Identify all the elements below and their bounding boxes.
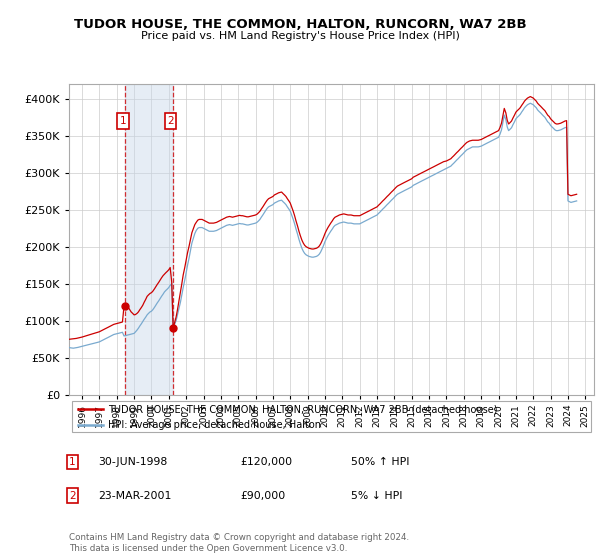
- Text: 23-MAR-2001: 23-MAR-2001: [98, 491, 171, 501]
- Text: £120,000: £120,000: [240, 457, 292, 467]
- Text: TUDOR HOUSE, THE COMMON, HALTON, RUNCORN, WA7 2BB (detached house): TUDOR HOUSE, THE COMMON, HALTON, RUNCORN…: [109, 404, 498, 414]
- Text: TUDOR HOUSE, THE COMMON, HALTON, RUNCORN, WA7 2BB: TUDOR HOUSE, THE COMMON, HALTON, RUNCORN…: [74, 18, 526, 31]
- Text: 30-JUN-1998: 30-JUN-1998: [98, 457, 167, 467]
- Text: Price paid vs. HM Land Registry's House Price Index (HPI): Price paid vs. HM Land Registry's House …: [140, 31, 460, 41]
- Bar: [125, 84, 173, 395]
- Text: 50% ↑ HPI: 50% ↑ HPI: [351, 457, 409, 467]
- Text: 1: 1: [69, 457, 76, 467]
- Text: 2: 2: [69, 491, 76, 501]
- Text: 1: 1: [119, 116, 126, 126]
- Text: 2: 2: [167, 116, 174, 126]
- Text: HPI: Average price, detached house, Halton: HPI: Average price, detached house, Halt…: [109, 421, 322, 430]
- Text: 5% ↓ HPI: 5% ↓ HPI: [351, 491, 403, 501]
- Text: £90,000: £90,000: [240, 491, 285, 501]
- Text: Contains HM Land Registry data © Crown copyright and database right 2024.
This d: Contains HM Land Registry data © Crown c…: [69, 533, 409, 553]
